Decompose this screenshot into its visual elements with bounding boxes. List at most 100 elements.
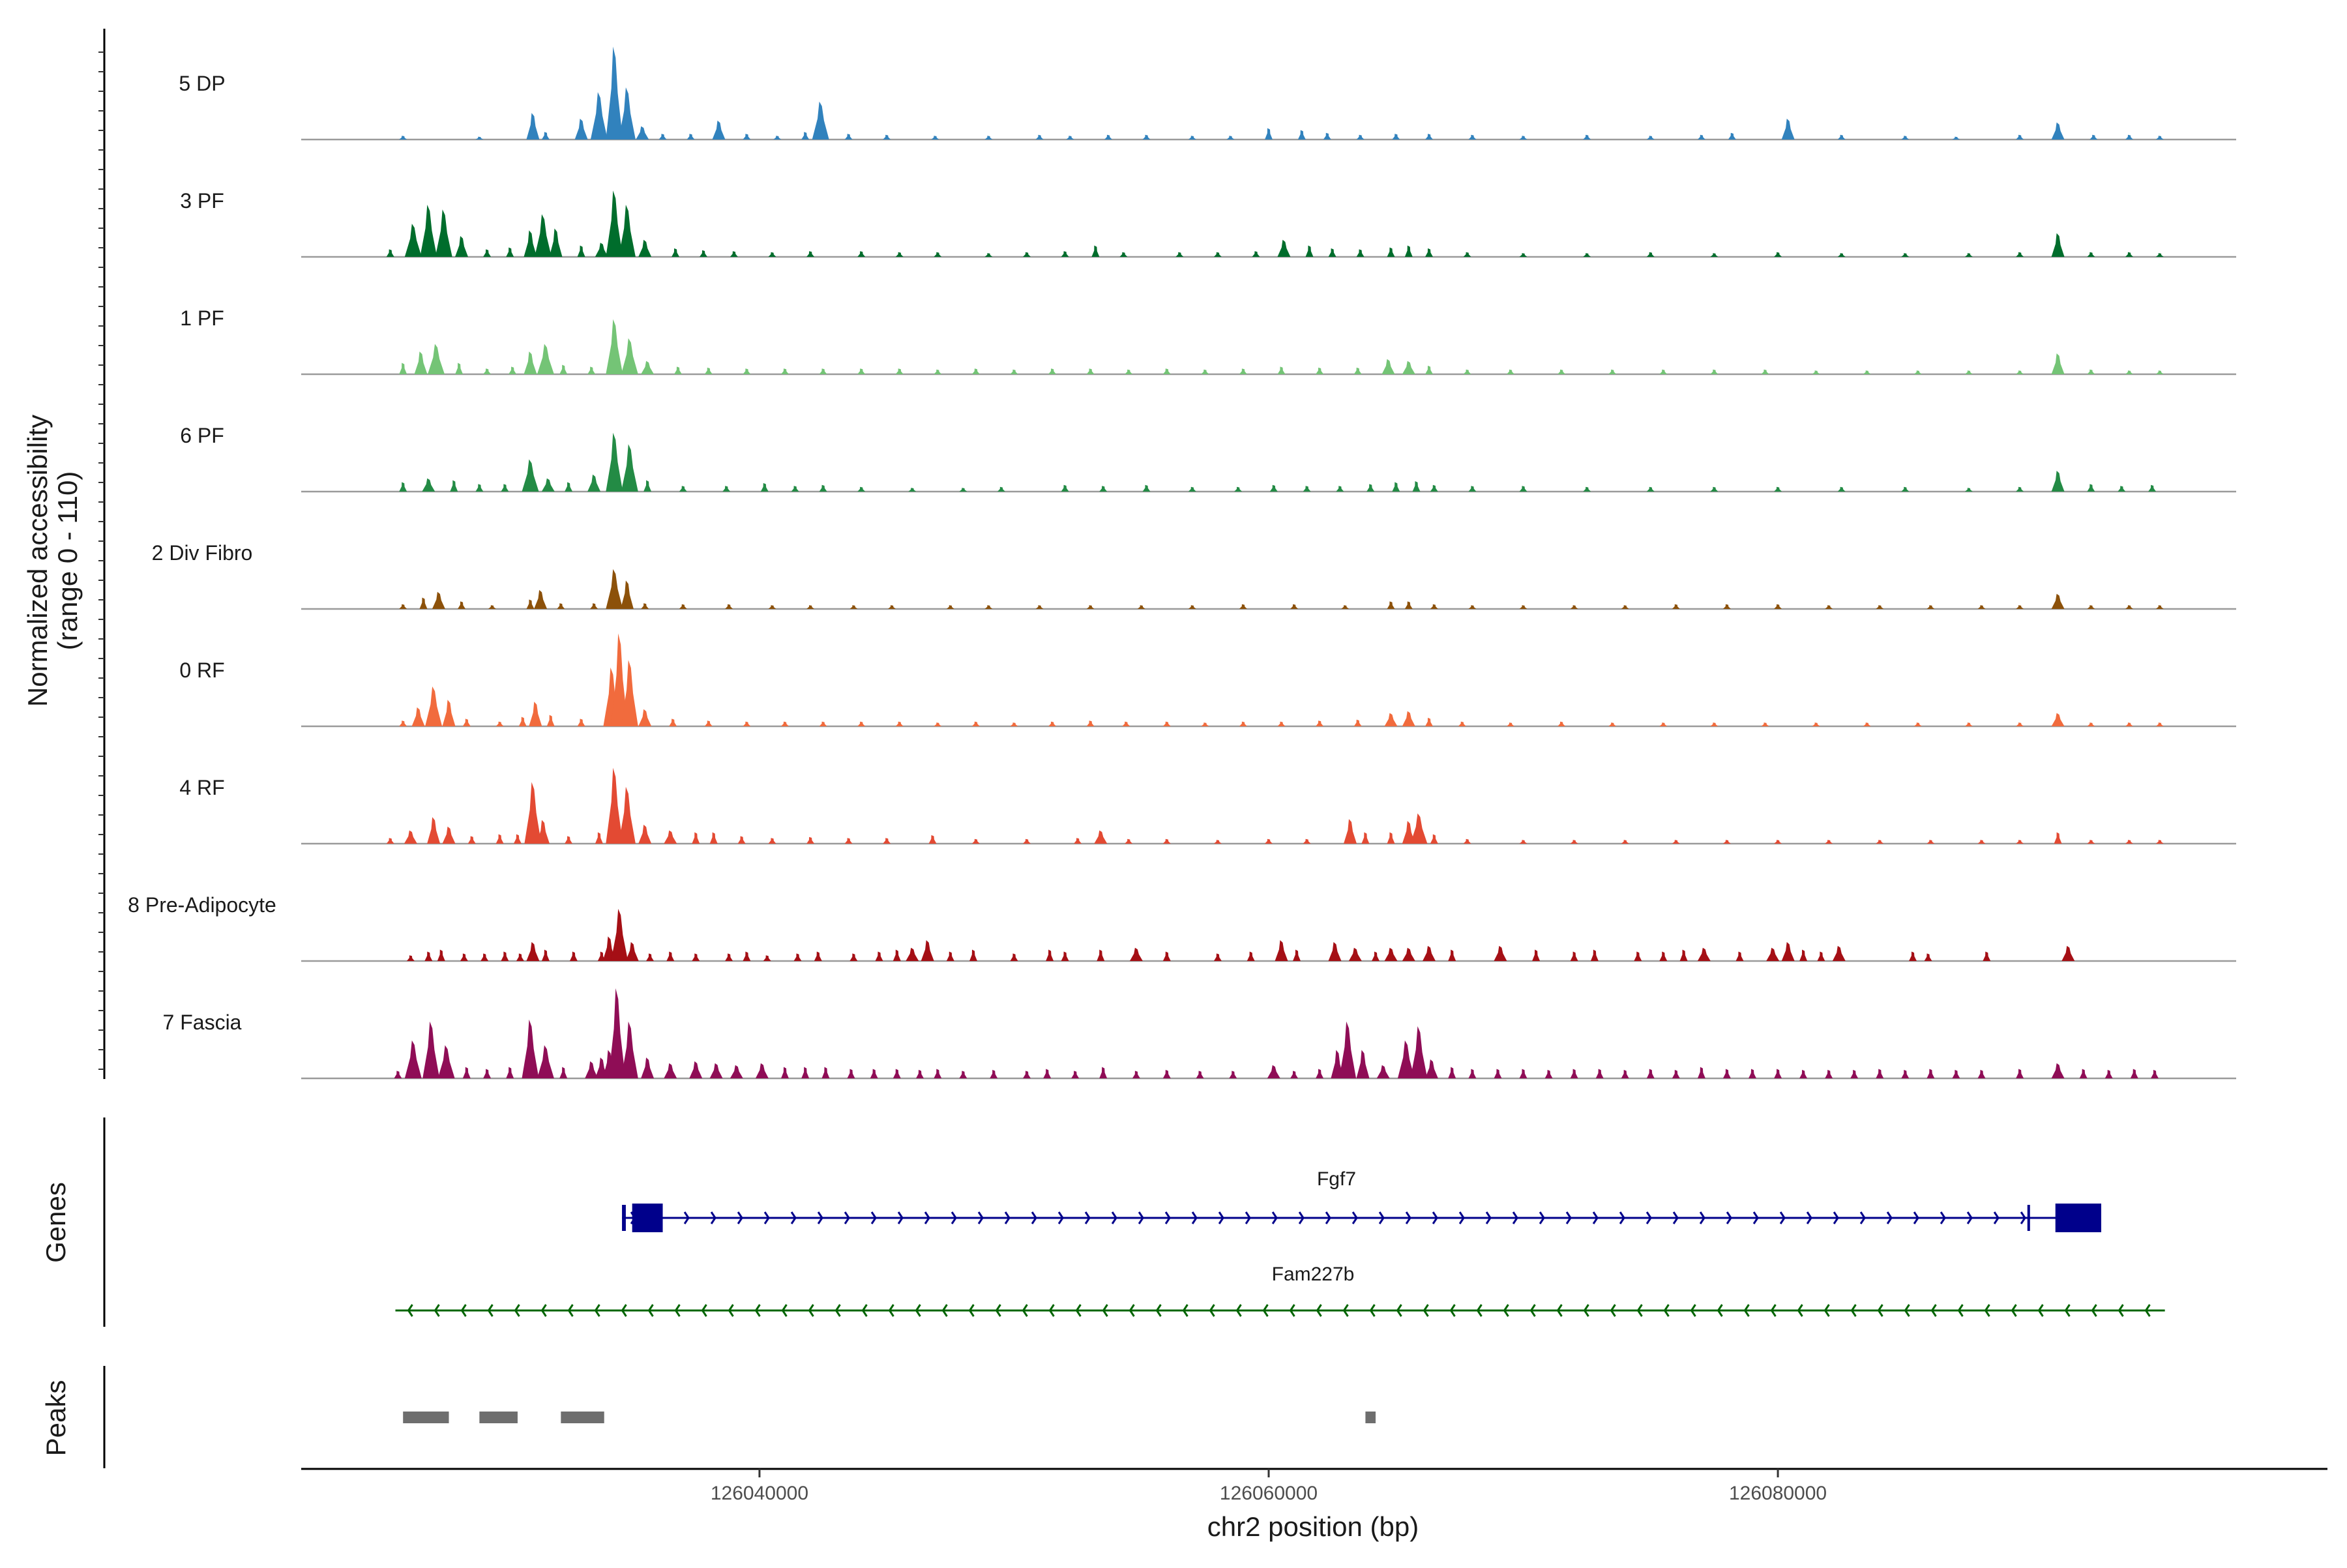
coverage-peak: [1239, 721, 1247, 726]
coverage-peak: [1672, 840, 1680, 844]
strand-chevron: [1423, 1304, 1429, 1317]
coverage-peak: [1353, 367, 1362, 374]
strand-chevron: [2020, 1211, 2026, 1224]
coverage-peak: [1519, 605, 1528, 609]
strand-chevron: [888, 1304, 894, 1317]
coverage-peak: [812, 101, 829, 140]
coverage-peak: [709, 1063, 723, 1078]
coverage-peak: [574, 119, 588, 140]
coverage-peak: [590, 92, 608, 140]
coverage-peak: [1122, 721, 1130, 726]
coverage-peak: [908, 488, 917, 492]
coverage-peak: [857, 251, 866, 257]
coverage-peak: [1926, 1069, 1935, 1078]
coverage-peak: [424, 951, 433, 961]
coverage-peak: [1188, 605, 1196, 609]
coverage-peak: [916, 1069, 924, 1078]
coverage-peak: [1213, 953, 1222, 961]
coverage-peak: [1672, 1069, 1680, 1078]
coverage-peak: [1468, 134, 1477, 140]
track-5-dp: 5 DP: [179, 46, 2236, 141]
coverage-peak: [1761, 369, 1769, 374]
gene-label: Fgf7: [1317, 1168, 1356, 1190]
coverage-peak: [435, 209, 452, 257]
coverage-peak: [737, 836, 746, 844]
coverage-peak: [1570, 840, 1578, 844]
coverage-peak: [2125, 722, 2133, 726]
strand-chevron: [1512, 1211, 1518, 1224]
coverage-peak: [1265, 128, 1273, 140]
coverage-peak: [1125, 838, 1133, 844]
coverage-peak: [819, 721, 827, 726]
strand-chevron: [977, 1211, 984, 1224]
coverage-peak: [1372, 951, 1380, 961]
strand-chevron: [808, 1304, 814, 1317]
coverage-peak: [1468, 1069, 1477, 1078]
coverage-peak: [1913, 370, 1922, 374]
coverage-peak: [893, 949, 901, 961]
coverage-peak: [2155, 136, 2164, 140]
coverage-peak: [1099, 1067, 1108, 1078]
coverage-peak: [1290, 604, 1299, 609]
coverage-peak: [1544, 1069, 1553, 1078]
coverage-peak: [1964, 722, 1973, 726]
coverage-peak: [969, 949, 977, 961]
strand-chevron: [1449, 1304, 1456, 1317]
strand-chevron: [1485, 1211, 1492, 1224]
coverage-peak: [420, 205, 437, 257]
x-axis-title: chr2 position (bp): [1207, 1511, 1419, 1542]
coverage-peak: [606, 767, 623, 844]
coverage-peak: [506, 247, 514, 257]
coverage-peak: [1532, 949, 1541, 961]
coverage-peak: [1316, 1069, 1324, 1078]
coverage-peak: [1297, 130, 1306, 140]
coverage-peak: [1213, 840, 1222, 844]
coverage-peak: [1977, 840, 1986, 844]
strand-chevron: [951, 1211, 957, 1224]
coverage-peak: [669, 718, 677, 726]
coverage-peak: [768, 252, 776, 257]
coverage-peak: [1086, 605, 1095, 609]
coverage-peak: [1812, 370, 1820, 374]
coverage-peak: [1162, 951, 1171, 961]
coverage-peak: [1507, 369, 1514, 374]
gene-exon: [622, 1205, 626, 1231]
coverage-peak: [1774, 604, 1782, 609]
coverage-tracks: 5 DP 3 PF 1 PF 6 PF 2 Div Fibro 0 RF 4 RF 8 Pre…: [128, 46, 2236, 1080]
coverage-peak: [971, 838, 980, 844]
coverage-peak: [437, 1045, 455, 1078]
coverage-peak: [2125, 840, 2133, 844]
coverage-peak: [1162, 1069, 1171, 1078]
coverage-peak: [1710, 369, 1719, 374]
coverage-peak: [1608, 369, 1617, 374]
strand-chevron: [1191, 1211, 1198, 1224]
coverage-peak: [501, 951, 509, 961]
coverage-peak: [1125, 369, 1133, 374]
coverage-y-axis: [98, 29, 106, 1079]
coverage-peak: [1710, 253, 1719, 257]
coverage-peak: [611, 909, 628, 961]
coverage-peak: [621, 444, 638, 492]
strand-chevron: [1476, 1304, 1483, 1317]
gene-exon: [632, 1204, 663, 1232]
coverage-peak: [1071, 1071, 1080, 1078]
strand-chevron: [567, 1304, 574, 1317]
gene-fam227b: Fam227b: [395, 1264, 2165, 1317]
coverage-peak: [819, 484, 827, 492]
coverage-peak: [1901, 486, 1910, 492]
genes-section-label: Genes: [40, 1182, 71, 1263]
coverage-peak: [1697, 947, 1711, 961]
coverage-peak: [1142, 484, 1151, 492]
coverage-peak: [1570, 951, 1578, 961]
coverage-peak: [1412, 481, 1421, 492]
track-label: 6 PF: [180, 424, 224, 447]
track-label: 7 Fascia: [163, 1011, 242, 1034]
track-label: 4 RF: [179, 776, 224, 799]
strand-chevron: [834, 1304, 841, 1317]
coverage-peak: [2051, 122, 2065, 140]
coverage-peak: [971, 721, 980, 726]
coverage-peak: [1863, 722, 1871, 726]
coverage-peak: [1265, 838, 1273, 844]
strand-chevron: [1984, 1304, 1990, 1317]
coverage-peak: [1463, 838, 1471, 844]
